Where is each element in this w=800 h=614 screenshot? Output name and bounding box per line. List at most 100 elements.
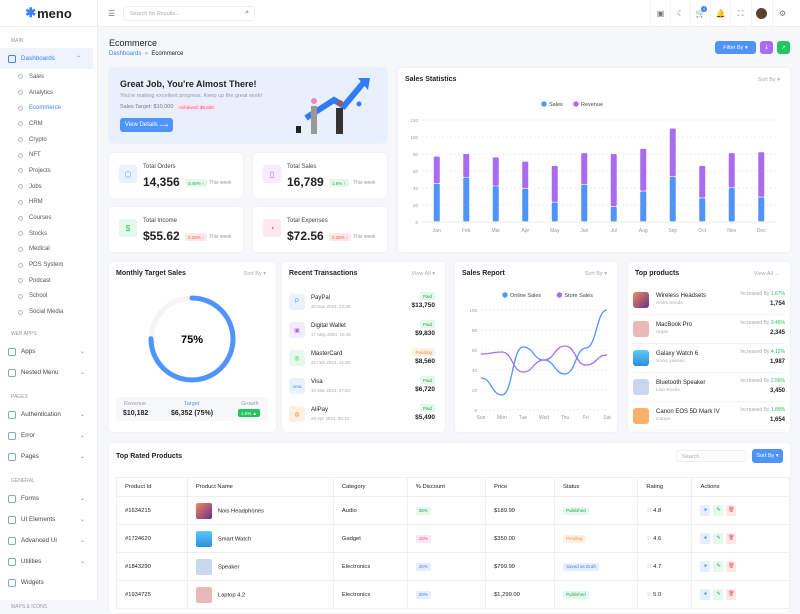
- page-title: Ecommerce: [109, 38, 158, 48]
- share-button[interactable]: ➚: [777, 41, 790, 54]
- bar-revenue: [728, 153, 735, 188]
- legend-label: Store Sales: [564, 293, 593, 299]
- product-id: #1843290: [116, 552, 188, 581]
- sidebar-item-school[interactable]: School: [0, 289, 97, 305]
- view-details-button[interactable]: View Details ⟶: [120, 118, 173, 132]
- sidebar-item-nft[interactable]: NFT: [0, 147, 97, 163]
- view-icon[interactable]: ●: [700, 561, 711, 572]
- transaction-item[interactable]: VISA Visa 10 Mar 2024, 17:00 Paid $6,720: [289, 374, 435, 402]
- sidebar-item-apps[interactable]: Apps ⌄: [0, 341, 97, 362]
- transaction-item[interactable]: P PayPal 30 Nov 2024, 12:30 Paid $13,750: [289, 290, 435, 318]
- edit-icon[interactable]: ✎: [713, 561, 724, 572]
- view-all-link[interactable]: View All ▾: [411, 271, 435, 277]
- transaction-name: MasterCard: [311, 351, 343, 357]
- sidebar-item-medical[interactable]: Medical: [0, 242, 97, 258]
- sidebar-item-jobs[interactable]: Jobs: [0, 179, 97, 195]
- notification-bell-icon[interactable]: 🔔: [710, 0, 730, 27]
- view-icon[interactable]: ●: [700, 505, 711, 516]
- revenue-label: Revenue: [124, 401, 147, 407]
- product-brand: Canon: [656, 417, 671, 422]
- view-icon[interactable]: ●: [700, 533, 711, 544]
- x-tick-label: Aug: [639, 228, 648, 234]
- language-icon[interactable]: ▣: [650, 0, 670, 27]
- x-tick-label: Mar: [491, 228, 500, 234]
- edit-icon[interactable]: ✎: [713, 589, 724, 600]
- view-icon[interactable]: ●: [700, 589, 711, 600]
- section-label: MAPS & ICONS: [11, 604, 48, 610]
- sidebar-item-social-media[interactable]: Social Media: [0, 304, 97, 320]
- sidebar-item-nested-menu[interactable]: Nested Menu ⌄: [0, 362, 97, 383]
- chevron-down-icon: ⌄: [79, 496, 85, 502]
- delete-icon[interactable]: 🗑: [726, 505, 737, 516]
- transaction-item[interactable]: ◎ MasterCard 22 Feb 2024, 14:30 Pending …: [289, 346, 435, 374]
- recent-transactions-card: Recent Transactions View All ▾ P PayPal …: [282, 262, 445, 432]
- achieved-badge: Achieved: $8,500: [176, 103, 217, 111]
- widgets-icon: [8, 578, 16, 587]
- sidebar-item-forms[interactable]: Forms ⌄: [0, 488, 97, 509]
- product-name: Wireless Headsets: [656, 293, 707, 299]
- product-count: 1,754: [769, 301, 785, 307]
- transaction-item[interactable]: ▣ Digital Wallet 17 May 2024, 15:45 Paid…: [289, 318, 435, 346]
- table-row: #1634215 Nois Headphones Audio 35% $189.…: [116, 496, 790, 525]
- filter-by-button[interactable]: Filter By ▾: [715, 41, 756, 54]
- sidebar-item-crypto[interactable]: Crypto: [0, 132, 97, 148]
- chevron-down-icon: ⌄: [79, 538, 85, 544]
- product-thumbnail: [195, 558, 212, 575]
- sidebar-item-courses[interactable]: Courses: [0, 210, 97, 226]
- x-tick-label: Sun: [477, 415, 486, 421]
- menu-toggle-icon[interactable]: ☰: [108, 9, 116, 18]
- delete-icon[interactable]: 🗑: [726, 561, 737, 572]
- x-tick-label: Wed: [539, 415, 549, 421]
- sidebar-item-widgets[interactable]: Widgets: [0, 572, 97, 593]
- sidebar-item-error[interactable]: Error ⌄: [0, 425, 97, 446]
- sort-by-button[interactable]: Sort By ▾: [752, 449, 783, 463]
- sidebar-item-analytics[interactable]: Analytics: [0, 85, 97, 101]
- sort-by-dropdown[interactable]: Sort By ▾: [584, 271, 607, 277]
- edit-icon[interactable]: ✎: [713, 505, 724, 516]
- download-button[interactable]: ⤓: [760, 41, 773, 54]
- table-search-input[interactable]: Search: [676, 450, 746, 462]
- sidebar-item-podcast[interactable]: Podcast: [0, 273, 97, 289]
- logo[interactable]: ✱ meno: [0, 0, 97, 27]
- sort-by-dropdown[interactable]: Sort By ▾: [757, 77, 780, 83]
- sidebar-item-crm[interactable]: CRM: [0, 116, 97, 132]
- view-all-link[interactable]: View All →: [753, 271, 780, 277]
- bar-revenue: [758, 152, 765, 197]
- top-product-item[interactable]: MacBook Pro Apple Increased By 3.45% 2,3…: [633, 315, 785, 344]
- sidebar-item-advanced-ui[interactable]: Advanced UI ⌄: [0, 530, 97, 551]
- top-product-item[interactable]: Wireless Headsets Amini trends Increased…: [633, 286, 785, 315]
- dark-mode-icon[interactable]: ☾: [670, 0, 690, 27]
- star-icon: ☆: [646, 507, 652, 514]
- transaction-item[interactable]: ◍ AliPay 25 Apr 2024, 08:10 Paid $5,490: [289, 402, 435, 430]
- sidebar-item-sales[interactable]: Sales: [0, 69, 97, 85]
- sidebar-item-ui-elements[interactable]: UI Elements ⌄: [0, 509, 97, 530]
- delete-icon[interactable]: 🗑: [726, 589, 737, 600]
- sidebar-item-dashboards[interactable]: Dashboards ⌃: [0, 48, 93, 69]
- actions-cell: ● ✎ 🗑: [691, 496, 790, 525]
- chevron-down-icon: ⌄: [79, 370, 85, 376]
- sales-report-chart: Online Sales Store Sales 0 20 40 60 80 100 Sun Mo…: [469, 292, 611, 421]
- sidebar-item-stocks[interactable]: Stocks: [0, 226, 97, 242]
- y-tick-label: 60: [413, 169, 419, 174]
- fullscreen-icon[interactable]: ⛶: [730, 0, 750, 27]
- avatar[interactable]: [751, 0, 771, 27]
- breadcrumb-link[interactable]: Dashboards: [109, 51, 142, 57]
- sidebar-item-ecommerce[interactable]: Ecommerce: [0, 100, 97, 116]
- sidebar-item-utilities[interactable]: Utilities ⌄: [0, 551, 97, 572]
- sidebar-item-authentication[interactable]: Authentication ⌄: [0, 404, 97, 425]
- top-product-item[interactable]: Bluetooth Speaker Lion Rocks Increased B…: [633, 373, 785, 402]
- sidebar-item-hrm[interactable]: HRM: [0, 195, 97, 211]
- sidebar-item-pages[interactable]: Pages ⌄: [0, 446, 97, 467]
- cart-icon[interactable]: 🛒 4: [690, 0, 710, 27]
- sidebar-item-projects[interactable]: Projects: [0, 163, 97, 179]
- bar-sales: [522, 188, 529, 222]
- top-product-item[interactable]: Galaxy Watch 6 Sonic yseries Increased B…: [633, 344, 785, 373]
- sort-by-dropdown[interactable]: Sort By ▾: [243, 271, 266, 277]
- edit-icon[interactable]: ✎: [713, 533, 724, 544]
- stat-period: This week: [209, 180, 232, 186]
- top-product-item[interactable]: Canon EOS 5D Mark IV Canon Increased By …: [633, 402, 785, 431]
- sidebar-item-pos-system[interactable]: POS System: [0, 257, 97, 273]
- search-input[interactable]: Search for Results... ⌕: [123, 6, 255, 21]
- settings-gear-icon[interactable]: ⚙: [772, 0, 792, 27]
- delete-icon[interactable]: 🗑: [726, 533, 737, 544]
